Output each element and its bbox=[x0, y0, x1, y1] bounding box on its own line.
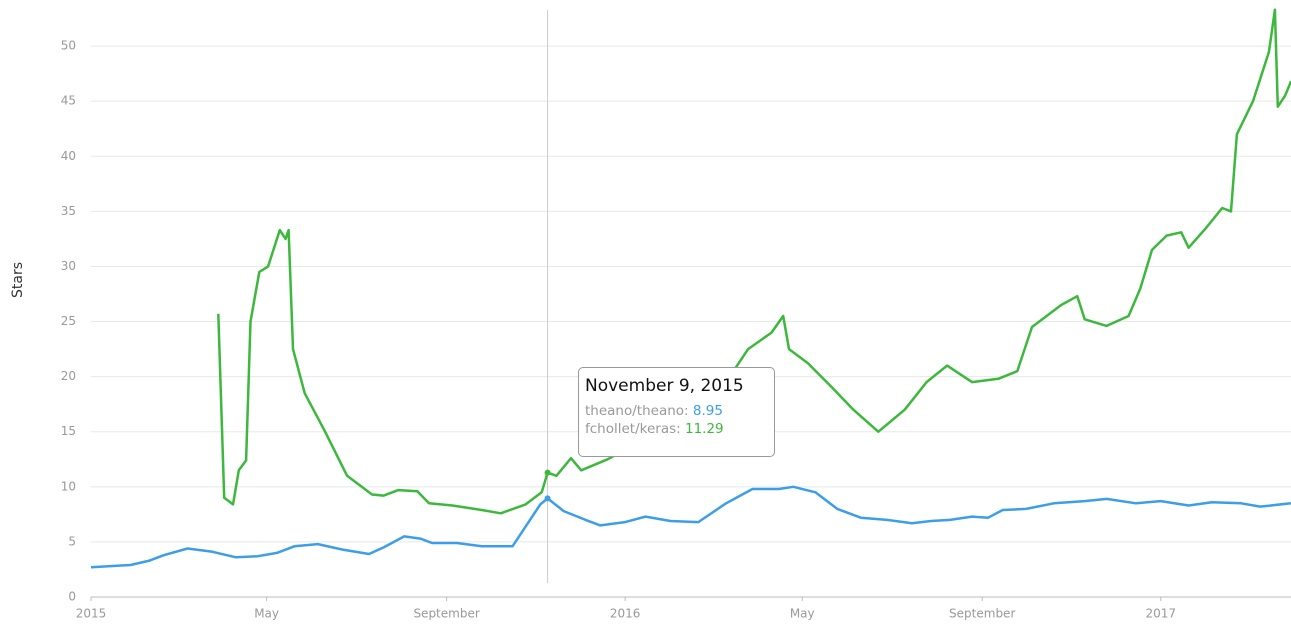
tooltip: November 9, 2015 theano/theano8.95fcholl… bbox=[578, 367, 775, 457]
x-tick-label: 2017 bbox=[1145, 607, 1176, 621]
tooltip-row: fchollet/keras11.29 bbox=[585, 420, 768, 438]
y-tick-label: 5 bbox=[68, 534, 76, 548]
y-tick-label: 45 bbox=[61, 94, 76, 108]
y-tick-label: 40 bbox=[61, 149, 76, 163]
series-line bbox=[90, 485, 1291, 569]
x-tick-label: 2015 bbox=[76, 607, 107, 621]
y-tick-label: 0 bbox=[68, 590, 76, 604]
hover-point bbox=[544, 495, 551, 502]
x-tick-label: 2016 bbox=[610, 607, 641, 621]
y-tick-label: 25 bbox=[61, 314, 76, 328]
tooltip-row: theano/theano8.95 bbox=[585, 402, 768, 420]
y-tick-label: 30 bbox=[61, 259, 76, 273]
y-tick-label: 15 bbox=[61, 424, 76, 438]
tooltip-value: 8.95 bbox=[692, 403, 723, 419]
tooltip-title: November 9, 2015 bbox=[585, 376, 744, 396]
x-tick-label: May bbox=[254, 607, 279, 621]
hover-point bbox=[544, 469, 551, 476]
series-line bbox=[217, 8, 1291, 515]
x-tick-label: May bbox=[790, 607, 815, 621]
tooltip-series-name: fchollet/keras bbox=[585, 421, 685, 437]
x-tick-label: September bbox=[949, 607, 1015, 621]
tooltip-series-name: theano/theano bbox=[585, 403, 693, 419]
x-tick-label: September bbox=[413, 607, 479, 621]
y-tick-label: 50 bbox=[61, 39, 76, 53]
tooltip-value: 11.29 bbox=[684, 421, 724, 437]
y-axis-label: Stars bbox=[10, 262, 26, 298]
y-tick-label: 35 bbox=[61, 204, 76, 218]
y-tick-label: 20 bbox=[61, 369, 76, 383]
y-tick-label: 10 bbox=[61, 479, 76, 493]
